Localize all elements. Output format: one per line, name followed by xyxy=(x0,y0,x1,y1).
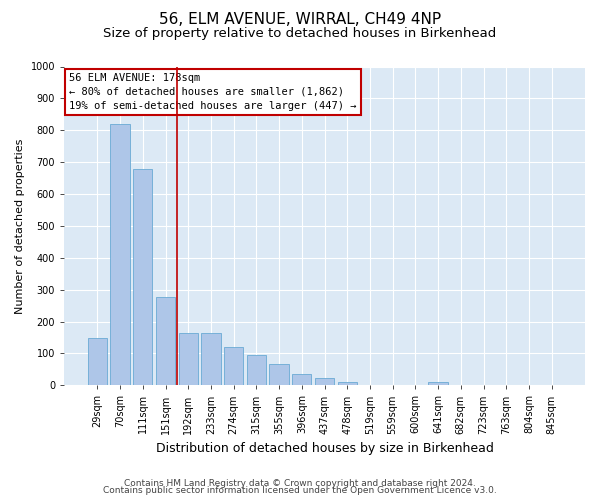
Bar xyxy=(247,355,266,386)
X-axis label: Distribution of detached houses by size in Birkenhead: Distribution of detached houses by size … xyxy=(155,442,493,455)
Bar xyxy=(110,124,130,386)
Text: Contains public sector information licensed under the Open Government Licence v3: Contains public sector information licen… xyxy=(103,486,497,495)
Bar xyxy=(269,364,289,386)
Bar xyxy=(224,347,244,386)
Bar xyxy=(292,374,311,386)
Bar xyxy=(428,382,448,386)
Y-axis label: Number of detached properties: Number of detached properties xyxy=(15,138,25,314)
Bar xyxy=(179,334,198,386)
Text: Size of property relative to detached houses in Birkenhead: Size of property relative to detached ho… xyxy=(103,28,497,40)
Text: 56, ELM AVENUE, WIRRAL, CH49 4NP: 56, ELM AVENUE, WIRRAL, CH49 4NP xyxy=(159,12,441,28)
Bar xyxy=(88,338,107,386)
Bar xyxy=(338,382,357,386)
Bar xyxy=(156,296,175,386)
Bar xyxy=(133,168,152,386)
Bar xyxy=(315,378,334,386)
Bar xyxy=(202,334,221,386)
Text: Contains HM Land Registry data © Crown copyright and database right 2024.: Contains HM Land Registry data © Crown c… xyxy=(124,478,476,488)
Text: 56 ELM AVENUE: 178sqm
← 80% of detached houses are smaller (1,862)
19% of semi-d: 56 ELM AVENUE: 178sqm ← 80% of detached … xyxy=(69,73,357,111)
